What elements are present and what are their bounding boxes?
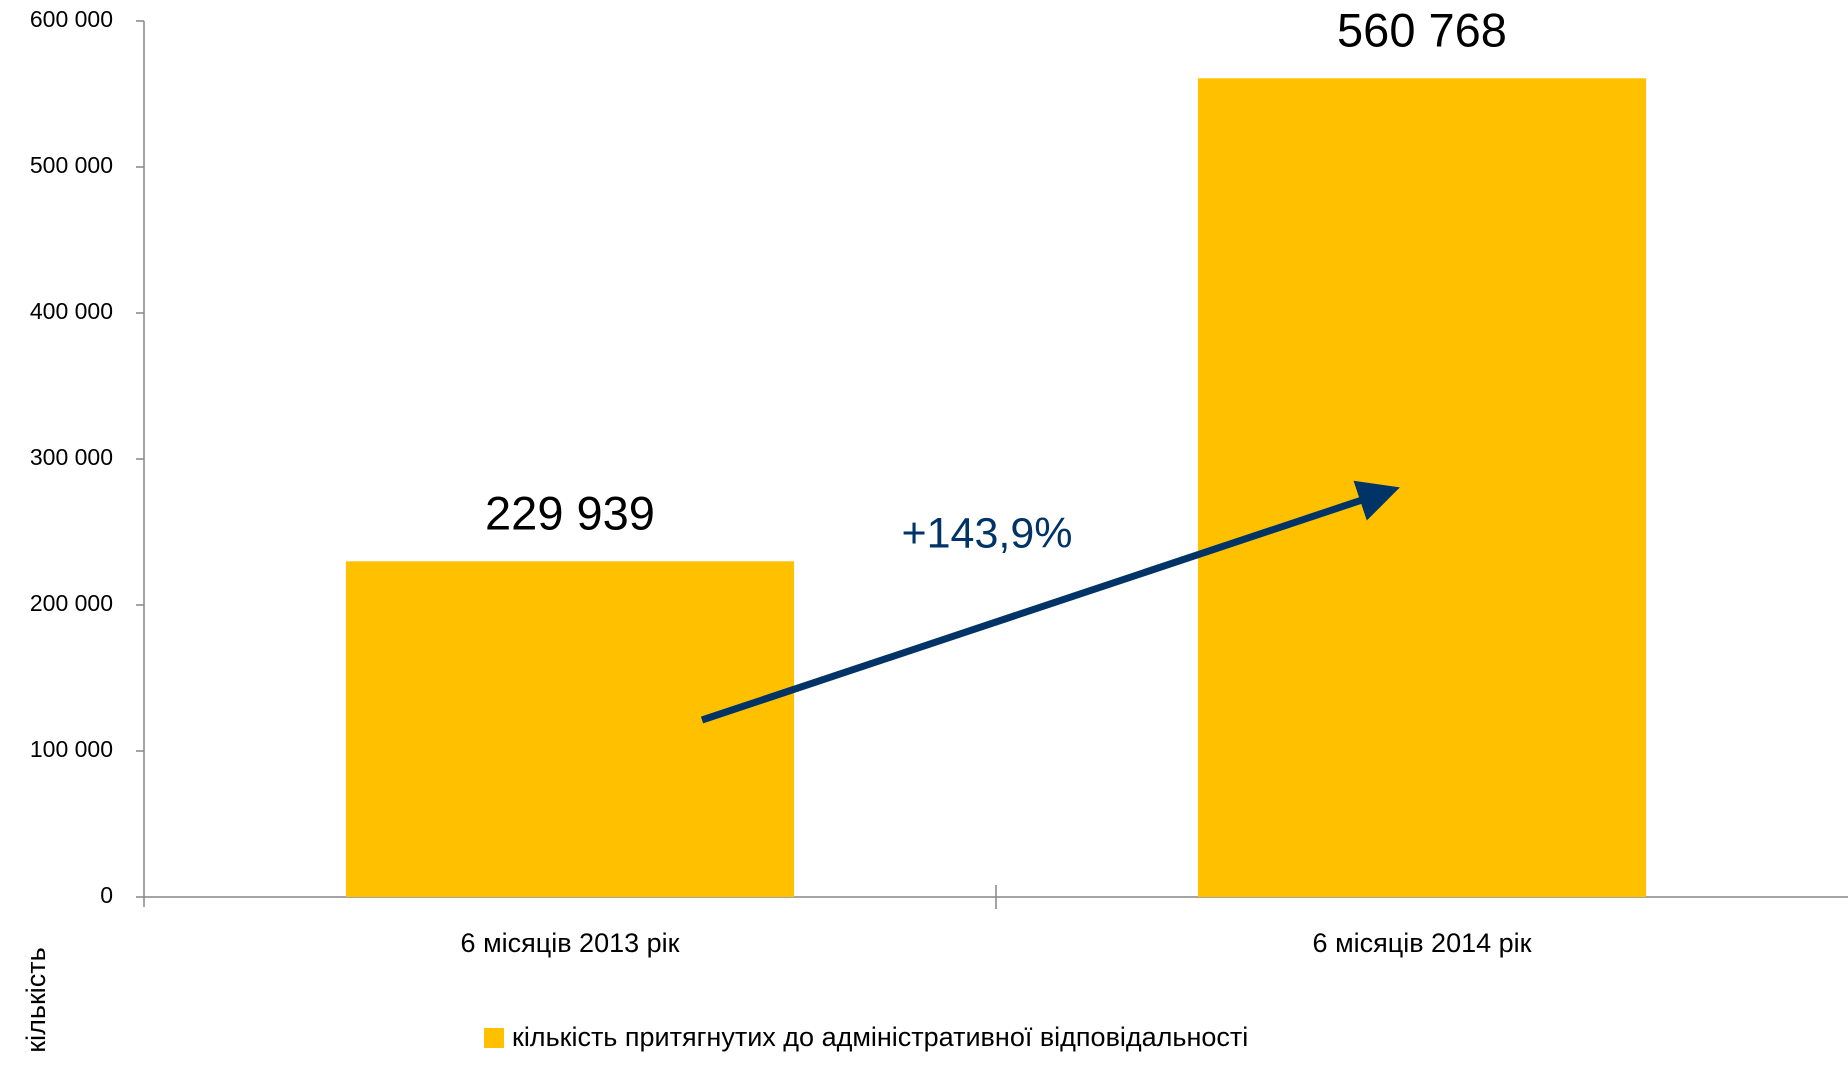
y-tick-label: 600 000 xyxy=(30,6,113,32)
y-tick-label: 500 000 xyxy=(30,152,113,178)
y-tick-label: 100 000 xyxy=(30,736,113,762)
y-tick-label: 300 000 xyxy=(30,444,113,470)
value-label: 229 939 xyxy=(485,487,655,540)
growth-arrow xyxy=(700,480,1400,724)
bar xyxy=(1197,78,1647,898)
legend-label: кількість притягнутих до адміністративно… xyxy=(512,1022,1248,1052)
x-tick-label: 6 місяців 2013 рік xyxy=(461,928,680,958)
value-label: 560 768 xyxy=(1337,4,1507,57)
annotation: +143,9% xyxy=(902,509,1073,557)
legend-swatch xyxy=(484,1028,504,1048)
x-tick-label: 6 місяців 2014 рік xyxy=(1313,928,1532,958)
y-tick-label: 200 000 xyxy=(30,590,113,616)
y-tick-label: 400 000 xyxy=(30,298,113,324)
y-tick-label: 0 xyxy=(100,882,113,908)
bar xyxy=(345,561,795,897)
y-axis-label: кількість xyxy=(21,947,51,1052)
